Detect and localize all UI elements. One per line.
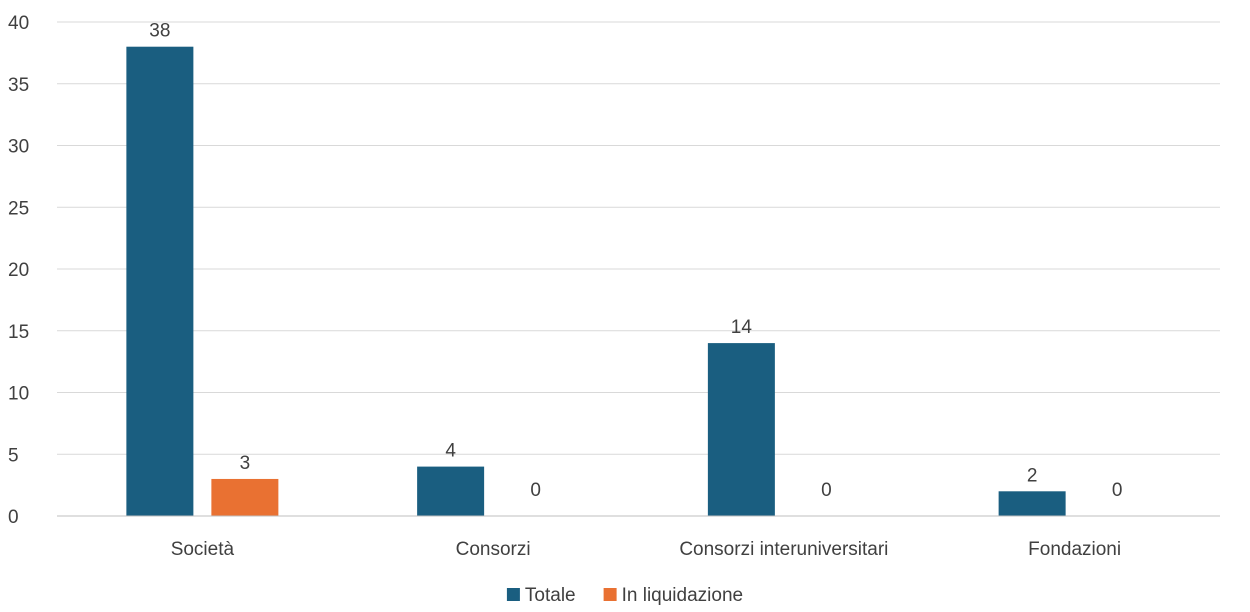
legend-label: Totale (525, 585, 576, 606)
data-label: 0 (530, 480, 541, 501)
y-tick-label: 25 (8, 198, 29, 219)
y-tick-label: 40 (8, 13, 29, 34)
data-label: 3 (240, 453, 251, 474)
bar-totale (998, 491, 1066, 516)
data-label: 4 (445, 441, 456, 462)
y-tick-label: 10 (8, 384, 29, 405)
bar-totale (417, 466, 485, 516)
data-label: 14 (731, 317, 753, 338)
legend-swatch (603, 588, 617, 601)
x-category-label: Consorzi interuniversitari (679, 539, 888, 560)
legend-swatch (506, 588, 520, 601)
y-tick-label: 35 (8, 75, 29, 96)
bars (126, 46, 1066, 516)
y-tick-label: 15 (8, 322, 29, 343)
data-label: 2 (1027, 465, 1038, 486)
y-tick-label: 0 (8, 507, 19, 528)
x-category-label: Consorzi (456, 539, 531, 560)
bar-totale (126, 46, 194, 516)
y-tick-label: 20 (8, 260, 29, 281)
bar-in-liquidazione (211, 478, 279, 516)
y-tick-label: 30 (8, 137, 29, 158)
legend: Totale In liquidazione (506, 585, 743, 606)
data-label: 0 (1112, 480, 1123, 501)
y-axis-ticks: 0 5 10 15 20 25 30 35 40 (8, 13, 29, 528)
data-labels: 38 3 4 0 14 0 2 0 (149, 21, 1122, 501)
x-category-label: Società (171, 539, 235, 560)
legend-label: In liquidazione (622, 585, 743, 606)
x-category-label: Fondazioni (1028, 539, 1121, 560)
gridlines (57, 21, 1220, 455)
data-label: 0 (821, 480, 832, 501)
x-axis: Società Consorzi Consorzi interuniversitar… (57, 515, 1220, 560)
bar-totale (707, 343, 775, 516)
data-label: 38 (149, 21, 170, 42)
y-tick-label: 5 (8, 445, 19, 466)
